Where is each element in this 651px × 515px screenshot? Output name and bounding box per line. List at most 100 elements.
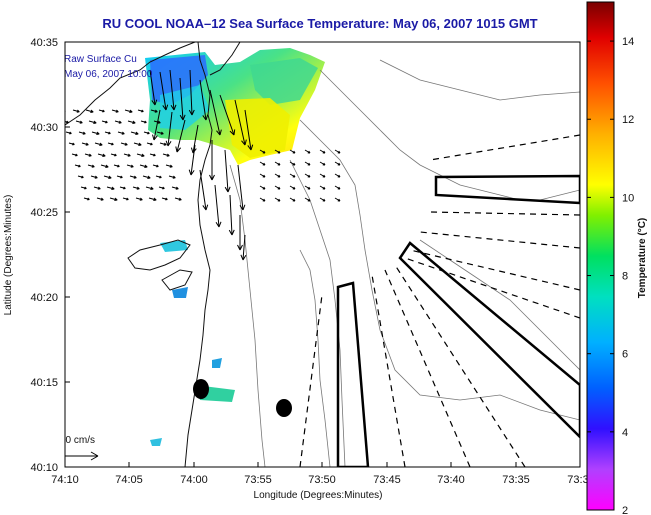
current-vector-head <box>90 109 94 114</box>
colorbar-ticks: 2 4 6 8 10 12 14 <box>587 36 634 515</box>
current-vector-head <box>105 164 109 169</box>
current-vector-head <box>322 186 326 190</box>
colorbar-tick-label: 14 <box>622 36 634 48</box>
x-axis: 74:10 74:05 74:00 73:55 73:50 73:45 73:4… <box>51 462 589 501</box>
current-vector <box>199 79 207 121</box>
sst-speckle-4 <box>212 358 222 368</box>
current-vector-head <box>277 150 281 154</box>
current-vector-head <box>99 142 103 147</box>
current-vector-head <box>337 174 341 178</box>
current-vector-head <box>111 186 115 191</box>
current-vector-head <box>105 120 108 124</box>
current-vector-head <box>147 131 150 135</box>
current-vector-head <box>188 169 195 176</box>
current-vector-head <box>277 186 281 190</box>
vector-scale-label: 50 cm/s <box>60 435 95 446</box>
colorbar-tick-label: 2 <box>622 505 628 515</box>
sst-speckle-2 <box>172 287 188 298</box>
current-vector <box>214 184 220 228</box>
current-vector <box>145 186 154 190</box>
current-vector-head <box>69 131 72 135</box>
y-tick-label: 40:15 <box>30 377 58 389</box>
y-tick-label: 40:35 <box>30 37 58 49</box>
current-vector-head <box>170 104 177 111</box>
legend-line-2: May 06, 2007 10:00 <box>64 69 153 80</box>
current-vector-head <box>123 186 126 190</box>
current-vector-head <box>96 131 100 136</box>
current-vector-head <box>337 150 341 154</box>
current-vector-head <box>136 186 140 190</box>
current-vector-head <box>144 120 147 124</box>
x-tick-label: 74:00 <box>180 474 208 486</box>
colorbar-tick-label: 12 <box>622 114 634 126</box>
current-vector-head <box>292 186 296 190</box>
current-vector <box>176 119 186 153</box>
current-vector <box>244 109 252 151</box>
current-vector-head <box>337 162 341 166</box>
x-tick-label: 73:55 <box>244 474 272 486</box>
current-vector-head <box>115 109 119 113</box>
current-vector-head <box>239 204 246 211</box>
x-tick-label: 74:10 <box>51 474 79 486</box>
current-vector-head <box>169 164 173 168</box>
current-vector-head <box>202 114 209 121</box>
current-vector-head <box>166 153 170 157</box>
current-vector-head <box>85 142 89 146</box>
current-vector-head <box>292 198 296 202</box>
current-vector <box>189 69 193 116</box>
current-vector-head <box>337 198 341 202</box>
current-vector-head <box>133 175 137 179</box>
colorbar: 2 4 6 8 10 12 14 Temperature (°C) <box>586 1 648 515</box>
sst-yellow-patch <box>225 98 290 158</box>
x-tick-label: 74:05 <box>115 474 143 486</box>
current-vector-head <box>216 129 222 136</box>
current-vector-head <box>132 120 136 125</box>
transect-boxes <box>336 174 580 467</box>
current-vector-head <box>292 150 296 154</box>
current-vector-head <box>150 142 153 146</box>
current-vector-head <box>162 186 165 190</box>
current-vector <box>229 194 233 236</box>
current-vector-head <box>130 164 134 168</box>
current-vector <box>106 186 115 190</box>
current-vector <box>88 120 97 124</box>
current-vector-head <box>165 197 168 201</box>
colorbar-tick-label: 6 <box>622 349 628 361</box>
plot-area: Raw Surface Cu May 06, 2007 10:00 50 cm/… <box>60 42 580 467</box>
current-vector-head <box>241 139 247 146</box>
current-vector-head <box>224 186 231 193</box>
y-tick-label: 40:30 <box>30 122 58 134</box>
current-vector-head <box>209 174 215 181</box>
current-vector-head <box>138 142 142 147</box>
current-vector-head <box>229 129 236 136</box>
sst-speckle-5 <box>150 438 162 446</box>
vessel-marker-1 <box>193 379 209 399</box>
current-vector-head <box>160 131 164 135</box>
current-vector-head <box>307 174 311 178</box>
current-vector-head <box>126 197 129 201</box>
current-vector-head <box>108 175 112 180</box>
current-vector-head <box>162 104 169 111</box>
chart-title: RU COOL NOAA–12 Sea Surface Temperature:… <box>102 16 537 31</box>
current-vector-head <box>97 186 101 190</box>
current-vector-head <box>307 162 311 166</box>
current-vector <box>136 153 145 157</box>
current-vector-head <box>277 174 281 178</box>
x-tick-label: 73:45 <box>373 474 401 486</box>
current-vector-head <box>87 197 90 201</box>
current-vector-head <box>156 164 159 168</box>
current-vector-head <box>262 186 266 190</box>
current-vector-head <box>75 153 78 157</box>
colorbar-label: Temperature (°C) <box>637 218 648 299</box>
current-vector-head <box>118 120 122 124</box>
colorbar-gradient <box>586 1 615 511</box>
current-vector-head <box>93 120 97 125</box>
current-vector <box>91 131 100 135</box>
current-vector-head <box>322 162 326 166</box>
current-vector-head <box>121 131 125 135</box>
colorbar-tick-label: 10 <box>622 192 634 204</box>
current-vector <box>149 69 156 106</box>
current-vector-head <box>72 142 75 146</box>
y-axis: 40:35 40:30 40:25 40:20 40:15 40:10 Lati… <box>3 37 70 474</box>
